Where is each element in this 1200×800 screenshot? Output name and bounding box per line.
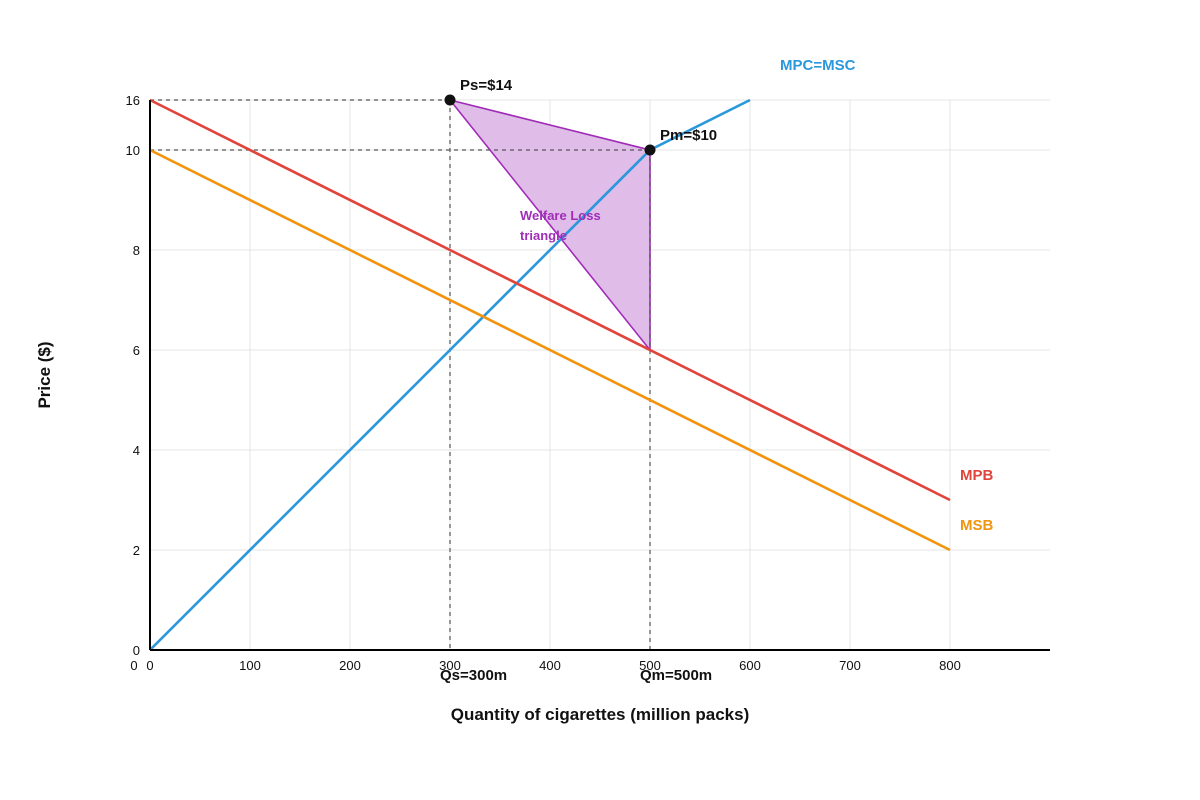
points-layer <box>444 94 656 156</box>
series-label: MPB <box>960 467 994 484</box>
series-label: MSB <box>960 517 994 534</box>
welfare-loss-label-line2: triangle <box>520 228 567 243</box>
x-tick-label: 100 <box>239 658 261 673</box>
series-label: MPC=MSC <box>780 57 856 74</box>
y-tick-label: 4 <box>133 443 140 458</box>
x-tick-label: 700 <box>839 658 861 673</box>
point-label: Pm=$10 <box>660 127 717 144</box>
y-axis-title: Price ($) <box>35 341 54 408</box>
x-tick-label: 200 <box>339 658 361 673</box>
x-tick-label: 400 <box>539 658 561 673</box>
quantity-label: Qs=300m <box>440 667 507 684</box>
series-line <box>149 98 951 502</box>
y-tick-label: 2 <box>133 543 140 558</box>
equilibrium-point <box>444 94 456 106</box>
x-tick-label: 600 <box>739 658 761 673</box>
x-tick-label: 300 <box>439 658 461 673</box>
tick-labels-layer: 0 100 200 300 400 500 600 700 800 0 2 4 6 8 10 16 <box>126 93 961 673</box>
origin-label: 0 <box>130 658 137 673</box>
series-line <box>149 148 951 552</box>
quantity-label: Qm=500m <box>640 667 712 684</box>
x-axis-title: Quantity of cigarettes (million packs) <box>451 705 750 724</box>
x-tick-label: 500 <box>639 658 661 673</box>
welfare-loss-label-line1: Welfare Loss <box>520 208 601 223</box>
y-tick-label: 10 <box>126 143 140 158</box>
equilibrium-point <box>644 144 656 156</box>
y-tick-label: 0 <box>133 643 140 658</box>
y-tick-label: 8 <box>133 243 140 258</box>
axis-layer <box>149 100 1050 651</box>
x-tick-label: 800 <box>939 658 961 673</box>
x-tick-label: 0 <box>146 658 153 673</box>
y-tick-label: 16 <box>126 93 140 108</box>
y-tick-label: 6 <box>133 343 140 358</box>
labels-layer: Quantity of cigarettes (million packs) P… <box>35 57 994 724</box>
point-label: Ps=$14 <box>460 77 513 94</box>
